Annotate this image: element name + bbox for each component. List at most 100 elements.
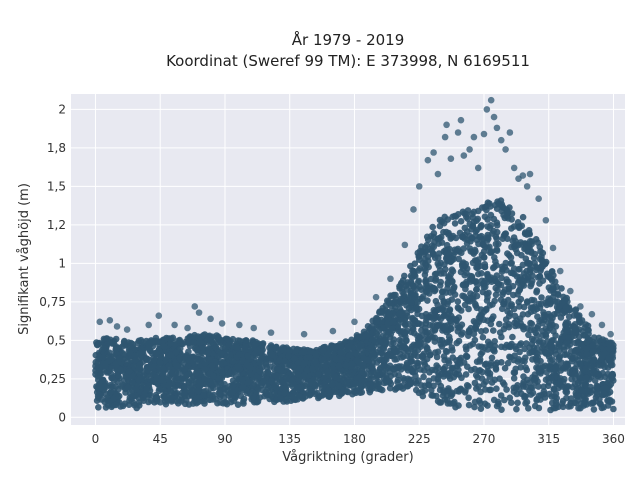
data-point	[510, 223, 518, 230]
x-tick-label: 135	[278, 432, 301, 446]
chart-title-line-2: Koordinat (Sweref 99 TM): E 373998, N 61…	[166, 52, 530, 70]
data-point	[293, 346, 301, 354]
data-point	[595, 370, 602, 378]
data-point	[519, 357, 526, 365]
data-point	[514, 399, 521, 407]
data-point	[487, 320, 495, 328]
data-point	[395, 327, 403, 335]
data-point	[106, 317, 114, 324]
data-point	[502, 316, 510, 323]
data-point	[337, 342, 345, 350]
data-point	[365, 356, 372, 364]
data-point	[239, 384, 247, 391]
data-point	[346, 342, 353, 350]
data-point	[145, 356, 152, 364]
data-point	[429, 223, 437, 231]
data-point	[501, 381, 508, 388]
data-point	[523, 366, 531, 374]
data-point	[229, 357, 237, 365]
data-point	[421, 255, 429, 263]
data-point	[503, 386, 510, 393]
data-point	[525, 331, 532, 339]
data-point	[311, 357, 319, 365]
data-point	[513, 405, 520, 413]
data-point	[437, 315, 445, 323]
data-point	[546, 324, 554, 332]
data-point	[324, 368, 331, 376]
data-point	[504, 359, 512, 367]
data-point	[376, 308, 383, 316]
data-point	[516, 303, 523, 310]
data-point	[454, 245, 462, 253]
data-point	[397, 295, 405, 303]
data-point	[308, 377, 315, 385]
data-point	[217, 399, 224, 406]
data-point	[416, 333, 423, 341]
data-points	[92, 96, 617, 414]
data-point	[239, 358, 246, 365]
data-point	[235, 351, 243, 358]
data-point	[587, 362, 594, 370]
data-point	[236, 321, 243, 329]
data-point	[472, 319, 479, 327]
data-point	[463, 353, 471, 361]
data-point	[466, 146, 473, 153]
data-point	[168, 394, 175, 402]
data-point	[145, 345, 153, 352]
data-point	[382, 336, 389, 344]
data-point	[558, 285, 565, 292]
data-point	[484, 338, 492, 346]
data-point	[598, 321, 606, 329]
data-point	[256, 359, 264, 367]
data-point	[482, 283, 489, 291]
data-point	[413, 304, 421, 311]
data-point	[386, 328, 393, 336]
data-point	[526, 387, 533, 395]
data-point	[499, 291, 506, 298]
data-point	[455, 255, 463, 263]
data-point	[185, 379, 193, 387]
data-point	[276, 357, 283, 364]
data-point	[555, 380, 563, 387]
data-point	[571, 369, 579, 377]
data-point	[452, 403, 459, 411]
data-point	[510, 265, 518, 272]
data-point	[342, 361, 350, 369]
data-point	[183, 371, 191, 379]
data-point	[244, 378, 252, 386]
data-point	[453, 357, 460, 364]
data-point	[351, 318, 358, 326]
data-point	[229, 389, 236, 396]
data-point	[457, 385, 465, 393]
data-point	[168, 370, 175, 377]
data-point	[488, 354, 496, 362]
data-point	[296, 393, 303, 400]
data-point	[92, 358, 100, 366]
data-point	[491, 297, 499, 305]
data-point	[568, 375, 575, 383]
data-point	[548, 268, 556, 275]
data-point	[501, 396, 508, 404]
data-point	[510, 305, 518, 313]
data-point	[508, 399, 515, 407]
data-point	[444, 357, 452, 364]
data-point	[358, 389, 366, 396]
data-point	[523, 231, 531, 238]
data-point	[181, 383, 188, 391]
data-point	[190, 339, 197, 346]
data-point	[543, 369, 550, 376]
data-point	[504, 215, 512, 222]
data-point	[449, 213, 457, 221]
data-point	[266, 363, 274, 370]
data-point	[492, 366, 500, 373]
data-point	[526, 349, 533, 357]
data-point	[243, 361, 251, 369]
data-point	[541, 313, 548, 321]
data-point	[432, 325, 439, 333]
data-point	[137, 336, 145, 344]
data-point	[512, 345, 520, 353]
data-point	[555, 341, 563, 348]
data-point	[490, 327, 497, 334]
data-point	[336, 392, 343, 400]
